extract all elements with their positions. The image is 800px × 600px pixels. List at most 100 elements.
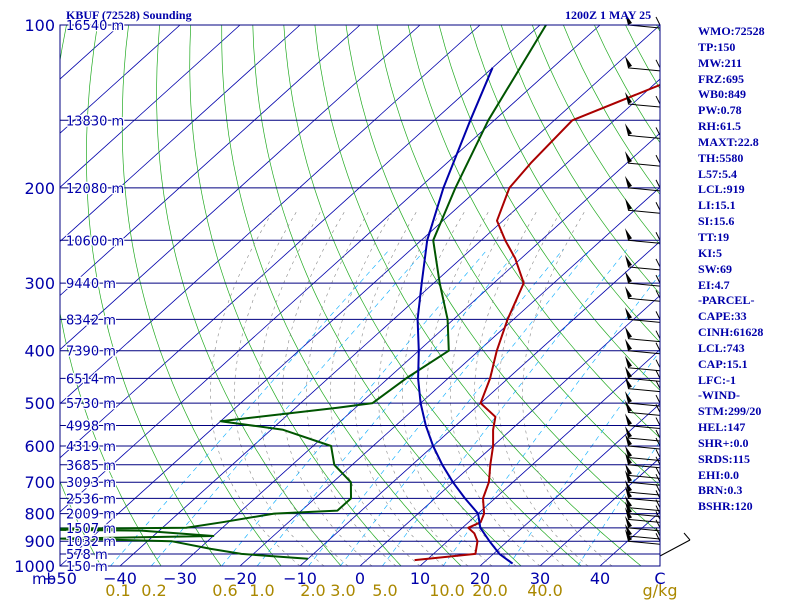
wind-barb-flag <box>625 271 632 284</box>
y-axis-unit: mb <box>32 570 56 588</box>
temperature-tick: 10 <box>410 569 430 588</box>
wind-barb-flag <box>625 523 632 536</box>
wind-barb <box>627 338 661 343</box>
wind-barb-flag <box>625 445 632 458</box>
wind-barb-feather <box>655 359 661 368</box>
mixing-ratio-tick: 5.0 <box>372 581 397 600</box>
wind-barb-flag <box>625 13 632 25</box>
height-label: 9440 m <box>66 277 116 292</box>
pressure-tick: 400 <box>24 342 55 361</box>
sounding-index: CAPE:33 <box>698 309 747 324</box>
sounding-index: LCL:743 <box>698 340 745 355</box>
wind-barb-feather <box>655 417 661 426</box>
wind-barb <box>627 187 661 192</box>
mixing-ratio-tick: 0.6 <box>212 581 237 600</box>
wind-barb-flag <box>625 426 632 439</box>
height-label: 8342 m <box>66 313 116 328</box>
sounding-index: LI:15.1 <box>698 198 736 213</box>
moist-adiabat <box>450 210 541 566</box>
grid <box>60 25 660 566</box>
height-label: 1507 m <box>66 522 116 537</box>
wind-barb-feather <box>655 449 661 458</box>
moist-adiabat <box>522 210 613 566</box>
dry-adiabat <box>314 25 642 566</box>
temperature-tick: 20 <box>470 569 490 588</box>
mixing-ratio-unit: g/kg <box>643 581 678 600</box>
wind-barb <box>627 445 661 450</box>
sounding-index: STM:299/20 <box>698 404 762 419</box>
wind-barb <box>627 266 661 271</box>
mixing-ratio-tick: 10.0 <box>429 581 465 600</box>
mixing-ratio-line <box>442 273 660 566</box>
isotherm <box>179 132 660 566</box>
wind-barb <box>627 491 661 496</box>
wind-barb <box>627 350 661 355</box>
wind-barb-feather <box>655 467 661 476</box>
height-label: 2536 m <box>66 492 116 507</box>
wind-barb-feather <box>655 370 661 379</box>
sounding-index: MAXT:22.8 <box>698 134 759 149</box>
wind-barb-flag <box>625 286 632 299</box>
sounding-index: SHR+:0.0 <box>698 435 749 450</box>
wind-barb-flag <box>625 515 632 528</box>
pressure-tick: 200 <box>24 179 55 198</box>
wind-barb-flag <box>625 55 632 68</box>
wind-barb-flag <box>625 198 632 211</box>
wind-barb-flag <box>625 501 632 514</box>
temperature-tick: −10 <box>283 569 317 588</box>
temperature-tick: 30 <box>530 569 550 588</box>
sounding-index: MW:211 <box>698 55 742 70</box>
wind-barb-feather <box>655 342 661 351</box>
wind-barb <box>627 518 661 523</box>
wind-barb <box>627 282 661 287</box>
wind-barb-feather <box>655 429 661 439</box>
pressure-tick: 900 <box>24 532 55 551</box>
wind-barb-feather <box>655 437 661 447</box>
height-label: 1032 m <box>66 535 116 550</box>
wind-barb-flag <box>625 366 632 379</box>
pressure-tick: 1000 <box>14 557 55 576</box>
wind-barbs <box>625 13 691 557</box>
sounding-index: WB0:849 <box>698 87 746 102</box>
wind-barb <box>627 411 661 416</box>
sounding-index: -WIND- <box>698 388 740 403</box>
temperature-tick: −40 <box>103 569 137 588</box>
height-label: 7390 m <box>66 345 116 360</box>
sounding-index: BRN:0.3 <box>698 483 743 498</box>
wind-barb-flag <box>625 254 632 267</box>
sounding-index: BSHR:120 <box>698 499 753 514</box>
wind-barb <box>627 474 661 479</box>
height-label: 10600 m <box>66 234 124 249</box>
wind-barb-feather <box>655 490 661 499</box>
wind-barb-flag <box>625 391 632 404</box>
height-label: 3093 m <box>66 476 116 491</box>
dry-adiabat <box>156 25 342 566</box>
wind-barb <box>627 513 661 518</box>
wind-barb-feather <box>655 154 661 164</box>
sounding-indices: WMO:72528 TP:150 MW:211 FRZ:695 WB0:849 PW:0.… <box>698 24 765 515</box>
surface-wind-barb <box>659 539 691 557</box>
wind-barb-feather <box>655 380 661 389</box>
plot-frame <box>59 24 661 567</box>
wind-barb-flag <box>625 376 632 389</box>
wind-barb-flag <box>625 470 632 483</box>
pressure-tick: 100 <box>24 16 55 35</box>
sounding-index: PW:0.78 <box>698 103 742 118</box>
wind-barb-feather <box>655 456 661 466</box>
isotherm <box>60 25 241 188</box>
wind-barb-feather <box>655 404 661 413</box>
height-label: 16540 m <box>66 19 124 34</box>
wind-barb-feather <box>655 59 661 69</box>
wind-barb <box>627 425 661 430</box>
wind-barb-feather <box>655 232 661 241</box>
wind-barb <box>627 377 661 382</box>
surface-wind-barb-feather <box>683 532 691 541</box>
sounding-index: EI:4.7 <box>698 277 730 292</box>
wind-barb-flag <box>625 480 632 493</box>
wind-barb-feather <box>655 179 661 189</box>
wind-barb-flag <box>625 529 632 542</box>
sounding-index: HEL:147 <box>698 420 746 435</box>
wind-barb-flag <box>625 507 632 520</box>
moist-adiabat <box>426 210 517 566</box>
